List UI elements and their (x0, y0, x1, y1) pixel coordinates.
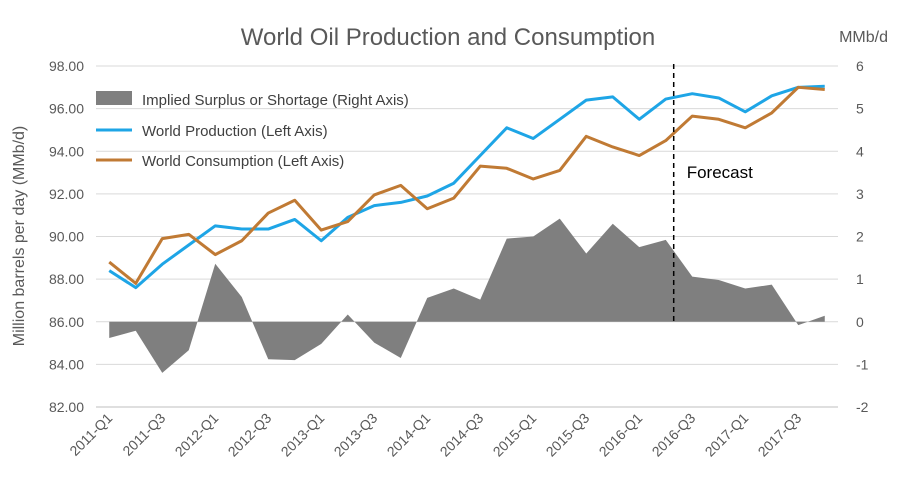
y2-tick-label: 6 (856, 58, 864, 74)
chart-title: World Oil Production and Consumption (241, 24, 655, 51)
y2-tick-label: 0 (856, 314, 864, 330)
y-tick-label: 98.00 (49, 58, 84, 74)
grid (96, 65, 838, 408)
x-tick-label: 2017-Q1 (702, 410, 752, 460)
legend-swatch-surplus (96, 91, 132, 105)
world-consumption-line (108, 85, 825, 285)
right-axis-title: MMb/d (839, 29, 888, 46)
y2-tick-label: 3 (856, 186, 864, 202)
y-tick-label: 84.00 (49, 356, 84, 372)
legend-label: World Consumption (Left Axis) (142, 153, 344, 170)
left-axis-title: Million barrels per day (MMb/d) (11, 126, 28, 347)
x-tick-label: 2014-Q1 (384, 410, 434, 460)
y-tick-label: 96.00 (49, 101, 84, 117)
x-tick-label: 2016-Q1 (596, 410, 646, 460)
y2-tick-label: -2 (856, 399, 869, 415)
y2-tick-label: 2 (856, 229, 864, 245)
y-tick-label: 86.00 (49, 314, 84, 330)
x-tick-label: 2015-Q3 (543, 410, 593, 460)
legend-label: World Production (Left Axis) (142, 123, 328, 140)
legend: Implied Surplus or Shortage (Right Axis)… (96, 91, 409, 170)
annotations: Forecast (672, 64, 753, 322)
x-tick-label: 2012-Q1 (172, 410, 222, 460)
x-tick-label: 2011-Q3 (119, 410, 168, 459)
world-production-line (108, 84, 825, 290)
x-tick-label: 2013-Q3 (331, 410, 381, 460)
surplus-shortage-area (109, 218, 825, 373)
x-tick-label: 2015-Q1 (490, 410, 540, 460)
x-tick-label: 2016-Q3 (649, 410, 699, 460)
x-tick-label: 2014-Q3 (437, 410, 487, 460)
y2-tick-label: -1 (856, 356, 869, 372)
forecast-label: Forecast (687, 163, 753, 182)
surplus-area-layer (109, 218, 825, 373)
x-tick-label: 2011-Q1 (66, 410, 115, 459)
y-tick-label: 82.00 (49, 399, 84, 415)
legend-label: Implied Surplus or Shortage (Right Axis) (142, 92, 409, 109)
y-tick-label: 94.00 (49, 143, 84, 159)
series-lines-layer (108, 84, 825, 290)
y2-tick-label: 1 (856, 271, 864, 287)
y2-tick-label: 5 (856, 101, 864, 117)
y-tick-label: 90.00 (49, 229, 84, 245)
x-tick-label: 2012-Q3 (225, 410, 275, 460)
x-tick-label: 2013-Q1 (278, 410, 328, 460)
y-tick-label: 92.00 (49, 186, 84, 202)
y2-tick-label: 4 (856, 143, 864, 159)
x-tick-label: 2017-Q3 (755, 410, 805, 460)
y-tick-label: 88.00 (49, 271, 84, 287)
